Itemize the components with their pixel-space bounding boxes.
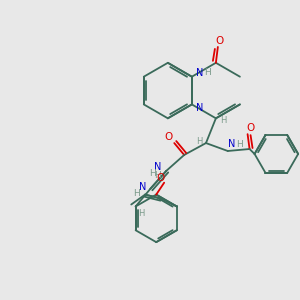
Text: H: H (138, 209, 145, 218)
Text: N: N (228, 139, 236, 149)
Text: H: H (204, 68, 211, 77)
Text: N: N (139, 182, 146, 192)
Text: H: H (236, 140, 243, 148)
Text: H: H (196, 136, 202, 146)
Text: H: H (220, 116, 227, 125)
Text: O: O (216, 36, 224, 46)
Text: O: O (164, 132, 172, 142)
Text: N: N (196, 68, 203, 78)
Text: N: N (196, 103, 203, 113)
Text: N: N (154, 162, 161, 172)
Text: H: H (149, 169, 156, 178)
Text: O: O (156, 173, 164, 183)
Text: H: H (133, 189, 140, 198)
Text: O: O (246, 123, 255, 133)
Text: H: H (154, 171, 161, 180)
